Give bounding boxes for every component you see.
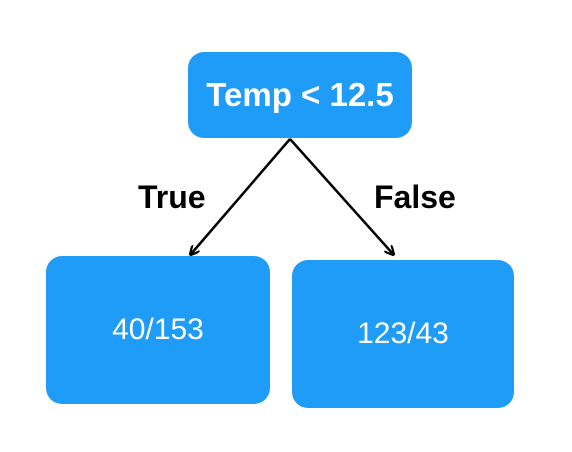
left-leaf-label: 40/153 bbox=[112, 313, 204, 346]
right-leaf-label: 123/43 bbox=[357, 317, 449, 350]
root-node-label: Temp < 12.5 bbox=[206, 76, 394, 113]
right-leaf-node: 123/43 bbox=[292, 260, 514, 408]
left-leaf-node: 40/153 bbox=[46, 256, 270, 404]
root-node: Temp < 12.5 bbox=[188, 52, 412, 138]
edge-label-true: True bbox=[138, 179, 206, 215]
edge-false-arrow bbox=[289, 138, 393, 254]
edge-true-arrow bbox=[191, 138, 291, 254]
edge-label-false: False bbox=[374, 179, 456, 215]
